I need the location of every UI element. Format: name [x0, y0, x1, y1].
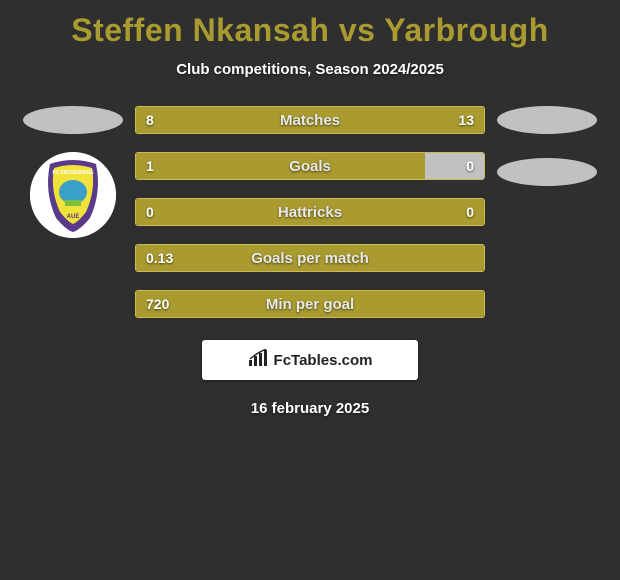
stat-bar-left: [136, 199, 310, 225]
stat-bar-left: [136, 153, 425, 179]
stat-row: Goals per match0.13: [135, 244, 485, 272]
comparison-infographic: Steffen Nkansah vs Yarbrough Club compet…: [0, 0, 620, 580]
stat-bar-right: [268, 107, 484, 133]
svg-text:FC ERZGEBIRGE: FC ERZGEBIRGE: [52, 170, 94, 176]
stat-bar-left: [136, 107, 268, 133]
left-player-ellipse: [23, 106, 123, 134]
stat-row: Matches813: [135, 106, 485, 134]
date-text: 16 february 2025: [0, 400, 620, 417]
stat-row: Min per goal720: [135, 290, 485, 318]
svg-text:AUE: AUE: [67, 214, 80, 220]
right-player-col: [497, 106, 597, 186]
left-player-col: FC ERZGEBIRGE AUE: [23, 106, 123, 238]
stat-row: Goals10: [135, 152, 485, 180]
stat-bar-left: [136, 291, 484, 317]
chart-icon: [248, 349, 268, 372]
club-badge-icon: FC ERZGEBIRGE AUE: [30, 152, 116, 238]
comparison-area: FC ERZGEBIRGE AUE Matches813 Goals10 Hattr…: [0, 106, 620, 318]
branding-box: FcTables.com: [202, 340, 418, 380]
page-subtitle: Club competitions, Season 2024/2025: [0, 61, 620, 78]
right-club-ellipse: [497, 158, 597, 186]
stat-bar-left: [136, 245, 484, 271]
stat-bars: Matches813 Goals10 Hattricks00 Goals per ma…: [135, 106, 485, 318]
stat-bar-right: [310, 199, 484, 225]
right-player-ellipse: [497, 106, 597, 134]
branding-text: FcTables.com: [274, 352, 373, 369]
page-title: Steffen Nkansah vs Yarbrough: [0, 0, 620, 49]
stat-bar-right: [425, 153, 484, 179]
stat-row: Hattricks00: [135, 198, 485, 226]
left-club-badge: FC ERZGEBIRGE AUE: [30, 152, 116, 238]
